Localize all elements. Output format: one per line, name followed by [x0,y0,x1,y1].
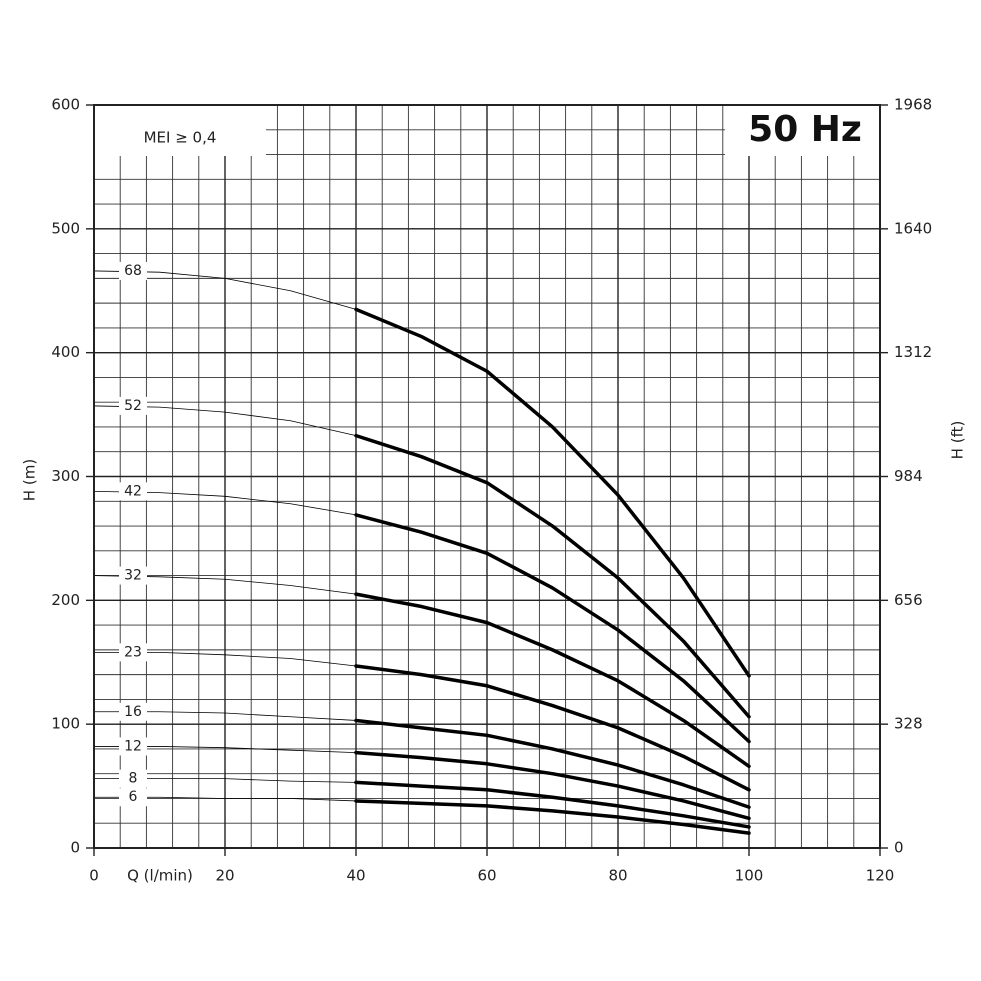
y-tick-label: 200 [51,591,80,609]
curve-label: 23 [124,644,142,660]
curve-label-bg [119,482,147,501]
curve [354,592,751,769]
x-tick-label: 40 [346,867,365,885]
curve-label: 8 [129,771,138,787]
curve-label: 42 [124,483,142,499]
curve-label: 12 [124,738,142,754]
curve [354,718,751,809]
curve [354,799,751,835]
y-tick-label: 0 [70,839,80,857]
x-tick-label: 120 [866,867,895,885]
x-tick-label: 80 [608,867,627,885]
curve-label: 52 [124,398,142,414]
y-axis-label: H (m) [21,459,39,501]
x-tick-label: 20 [215,867,234,885]
curve [354,664,751,792]
annotation: MEI ≥ 0,4 [144,129,217,147]
y-tick-label: 100 [51,715,80,733]
annotation-box [725,106,879,156]
curve-label: 16 [124,704,142,720]
y2-tick-label: 984 [894,467,923,485]
x-tick-label: 60 [477,867,496,885]
plot: 68 52 42 32 23 16 12 8 6 [93,261,751,835]
y2-tick-label: 328 [894,715,923,733]
annotation-box [94,106,266,156]
x-tick-label: 0 [89,867,99,885]
curve-label-bg [119,566,147,585]
x-axis-label: Q (l/min) [127,867,193,885]
y2-tick-label: 1312 [894,343,932,361]
y2-tick-label: 0 [894,839,904,857]
x-tick-label: 100 [735,867,764,885]
y2-tick-label: 656 [894,591,923,609]
y2-tick-label: 1968 [894,96,932,114]
curve [354,750,751,821]
curve-label-bg [119,261,147,280]
curve-label: 6 [129,789,138,805]
y-tick-label: 600 [51,96,80,114]
curve-label: 68 [124,263,142,279]
curve [354,307,751,678]
curve [354,433,751,719]
y-tick-label: 300 [51,467,80,485]
curve-label: 32 [124,568,142,584]
curve-label-bg [119,702,147,721]
curve-label-bg [119,788,147,807]
y2-tick-label: 1640 [894,219,932,237]
curve-label-bg [119,769,147,788]
curve-label-bg [119,737,147,756]
y-tick-label: 500 [51,219,80,237]
curve [354,513,751,744]
curve-label-bg [119,396,147,415]
curve [354,780,751,829]
y-tick-label: 400 [51,343,80,361]
y2-axis-label: H (ft) [949,421,967,460]
curve-label-bg [119,643,147,662]
annotation: 50 Hz [748,109,862,150]
